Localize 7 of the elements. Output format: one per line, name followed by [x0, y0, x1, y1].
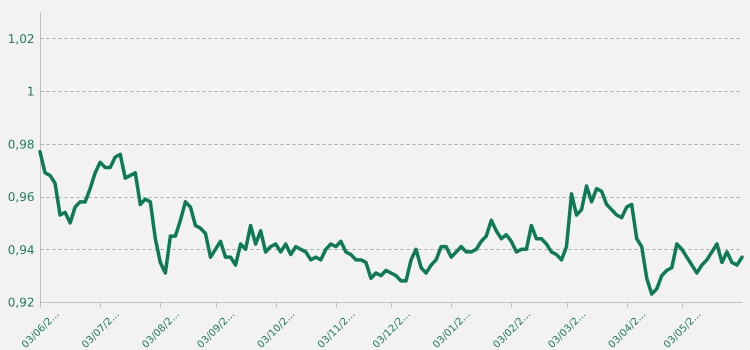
y-tick-label: 0,94: [8, 242, 34, 257]
y-tick-label: 0,96: [8, 190, 34, 204]
y-tick-label: 0,98: [8, 137, 34, 152]
y-tick-label: 1,02: [8, 32, 34, 46]
line-series: [38, 150, 744, 296]
y-tick-label: 0,92: [8, 296, 34, 310]
y-tick-label: 1: [26, 84, 34, 99]
